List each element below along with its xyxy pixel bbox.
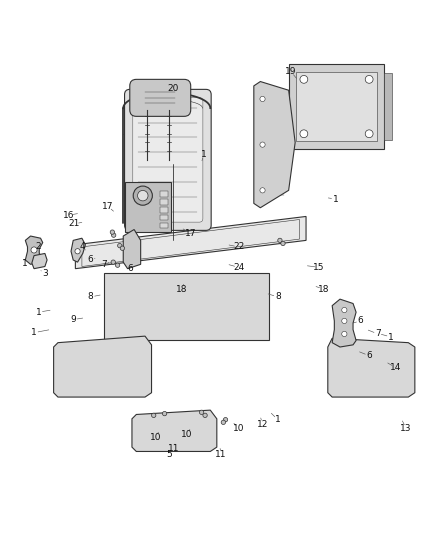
Circle shape xyxy=(260,96,265,102)
Text: 11: 11 xyxy=(215,450,227,459)
Circle shape xyxy=(199,410,204,415)
Circle shape xyxy=(365,76,373,83)
Circle shape xyxy=(300,130,308,138)
Circle shape xyxy=(152,413,156,417)
Circle shape xyxy=(342,308,347,313)
Polygon shape xyxy=(123,230,141,269)
Circle shape xyxy=(260,188,265,193)
Text: 14: 14 xyxy=(389,363,401,372)
Text: 11: 11 xyxy=(168,444,179,453)
FancyBboxPatch shape xyxy=(124,90,211,230)
FancyBboxPatch shape xyxy=(130,79,191,116)
Polygon shape xyxy=(254,82,295,208)
Bar xyxy=(160,207,168,213)
Bar xyxy=(104,273,269,341)
Bar xyxy=(160,223,168,228)
Circle shape xyxy=(221,420,226,424)
Text: 20: 20 xyxy=(168,84,179,93)
Text: 1: 1 xyxy=(35,308,41,317)
Circle shape xyxy=(162,411,167,416)
Text: 5: 5 xyxy=(166,450,172,459)
Circle shape xyxy=(278,238,282,243)
Text: 6: 6 xyxy=(357,317,364,326)
Text: 22: 22 xyxy=(233,243,244,252)
Text: 21: 21 xyxy=(69,220,80,228)
Circle shape xyxy=(138,190,148,201)
Text: 17: 17 xyxy=(185,229,197,238)
Text: 1: 1 xyxy=(333,195,339,204)
Bar xyxy=(160,215,168,220)
Bar xyxy=(385,73,392,140)
Circle shape xyxy=(133,186,152,205)
Circle shape xyxy=(111,260,116,264)
Bar xyxy=(289,64,385,149)
Circle shape xyxy=(223,417,228,422)
Circle shape xyxy=(116,263,120,268)
Polygon shape xyxy=(332,299,356,347)
Text: 10: 10 xyxy=(180,430,192,439)
Polygon shape xyxy=(132,410,217,451)
Circle shape xyxy=(342,318,347,324)
Text: 9: 9 xyxy=(71,315,76,324)
Text: 1: 1 xyxy=(22,259,28,268)
Circle shape xyxy=(260,142,265,147)
Text: 16: 16 xyxy=(63,211,74,220)
Bar xyxy=(160,191,168,197)
Text: 6: 6 xyxy=(127,264,133,273)
Bar xyxy=(297,72,377,141)
Circle shape xyxy=(365,130,373,138)
Text: 19: 19 xyxy=(285,67,297,76)
Text: 15: 15 xyxy=(313,263,325,272)
Circle shape xyxy=(203,413,207,417)
Text: 10: 10 xyxy=(233,424,244,433)
Polygon shape xyxy=(71,238,85,262)
Text: 7: 7 xyxy=(101,260,106,269)
Text: 7: 7 xyxy=(375,329,381,338)
Text: 12: 12 xyxy=(257,419,268,429)
Polygon shape xyxy=(53,336,152,397)
Text: 4: 4 xyxy=(79,243,85,252)
Text: 6: 6 xyxy=(366,351,372,360)
Circle shape xyxy=(281,241,285,246)
Circle shape xyxy=(120,246,124,251)
Circle shape xyxy=(75,249,80,254)
Circle shape xyxy=(112,233,116,237)
Circle shape xyxy=(342,332,347,336)
Circle shape xyxy=(110,230,115,235)
Polygon shape xyxy=(75,216,306,269)
Polygon shape xyxy=(328,338,415,397)
Bar xyxy=(160,199,168,205)
Text: 2: 2 xyxy=(35,243,41,252)
Text: 24: 24 xyxy=(233,263,244,272)
Text: 18: 18 xyxy=(176,285,188,294)
Circle shape xyxy=(117,244,122,248)
Text: 3: 3 xyxy=(42,269,48,278)
Text: 8: 8 xyxy=(88,293,93,302)
Circle shape xyxy=(31,247,37,253)
Text: 10: 10 xyxy=(150,433,162,442)
Text: 6: 6 xyxy=(88,255,93,264)
Text: 17: 17 xyxy=(102,202,114,211)
FancyBboxPatch shape xyxy=(133,98,203,222)
Text: 1: 1 xyxy=(201,150,207,159)
Text: 1: 1 xyxy=(388,333,394,342)
Text: 1: 1 xyxy=(31,328,37,337)
Polygon shape xyxy=(25,236,43,264)
Circle shape xyxy=(300,76,308,83)
Bar xyxy=(125,182,171,232)
Text: 8: 8 xyxy=(275,293,281,302)
Text: 18: 18 xyxy=(318,285,329,294)
Text: 1: 1 xyxy=(275,415,281,424)
Polygon shape xyxy=(32,254,47,269)
Text: 13: 13 xyxy=(400,424,412,433)
